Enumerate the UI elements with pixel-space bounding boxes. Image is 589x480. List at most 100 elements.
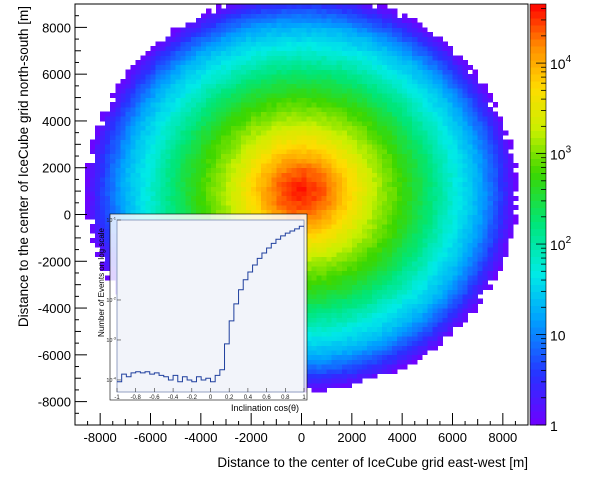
heatmap-cell [361,88,368,94]
heatmap-cell [135,134,141,141]
heatmap-cell [195,181,202,187]
heatmap-cell [422,195,428,201]
heatmap-cell [417,22,423,28]
heatmap-cell [155,50,161,56]
heatmap-cell [130,97,136,103]
heatmap-cell [251,106,257,112]
heatmap-cell [195,102,202,108]
heatmap-cell [336,279,343,286]
heatmap-cell [236,36,242,42]
heatmap-cell [397,64,403,70]
heatmap-cell [407,46,413,52]
heatmap-cell [336,191,343,197]
heatmap-cell [422,74,428,80]
heatmap-cell [311,308,317,314]
heatmap-cell [256,78,262,84]
heatmap-cell [417,106,423,112]
heatmap-cell [261,36,267,42]
heatmap-cell [241,27,247,33]
heatmap-cell [351,364,358,370]
heatmap-cell [145,60,151,66]
heatmap-cell [402,18,408,24]
heatmap-cell [422,209,428,215]
heatmap-cell [200,134,207,141]
heatmap-cell [296,22,302,28]
heatmap-cell [175,41,182,47]
heatmap-cell [377,200,383,206]
heatmap-cell [130,177,136,183]
heatmap-cell [226,158,232,164]
heatmap-cell [246,18,252,24]
heatmap-cell [180,55,187,61]
heatmap-cell [200,50,207,56]
heatmap-cell [140,74,146,80]
heatmap-cell [341,284,348,290]
heatmap-cell [110,153,116,159]
heatmap-cell [266,88,272,94]
heatmap-cell [150,144,156,150]
heatmap-cell [150,83,156,89]
heatmap-cell [326,18,333,24]
heatmap-cell [170,153,177,159]
heatmap-cell [392,158,398,164]
heatmap-cell [361,368,368,374]
heatmap-cell [382,331,388,337]
heatmap-cell [326,120,333,127]
heatmap-cell [366,233,373,239]
heatmap-cell [427,139,433,145]
heatmap-cell [90,167,96,173]
heatmap-cell [387,312,393,318]
heatmap-cell [397,214,403,220]
heatmap-cell [120,167,126,173]
heatmap-cell [155,172,161,178]
heatmap-cell [165,172,172,178]
heatmap-cell [266,60,272,66]
heatmap-cell [326,368,333,374]
heatmap-cell [296,83,302,89]
heatmap-cell [392,27,398,33]
heatmap-cell [407,50,413,56]
heatmap-cell [341,233,348,239]
heatmap-cell [432,116,438,122]
heatmap-cell [316,340,323,346]
heatmap-cell [150,74,156,80]
heatmap-cell [336,92,343,98]
heatmap-cell [407,312,413,318]
heatmap-cell [351,181,358,187]
heatmap-cell [336,120,343,127]
heatmap-cell [220,153,227,159]
heatmap-cell [150,46,156,52]
heatmap-cell [356,69,363,75]
heatmap-cell [296,97,302,103]
heatmap-cell [371,186,378,192]
heatmap-cell [397,312,403,318]
heatmap-cell [316,373,323,379]
heatmap-cell [95,200,101,206]
heatmap-cell [135,69,141,75]
heatmap-cell [341,134,348,141]
heatmap-cell [321,88,328,94]
heatmap-cell [210,74,217,80]
heatmap-cell [377,163,383,169]
heatmap-cell [205,163,212,169]
heatmap-cell [241,60,247,66]
heatmap-cell [301,8,307,14]
heatmap-cell [387,298,393,304]
heatmap-cell [286,195,292,201]
heatmap-cell [256,55,262,61]
heatmap-cell [422,205,428,211]
heatmap-cell [407,294,413,300]
heatmap-cell [256,200,262,206]
heatmap-cell [130,163,136,169]
heatmap-cell [417,83,423,89]
heatmap-cell [316,125,323,131]
heatmap-cell [382,4,388,10]
heatmap-cell [326,55,333,61]
heatmap-cell [336,186,343,192]
heatmap-cell [155,200,161,206]
heatmap-cell [336,312,343,318]
heatmap-cell [382,130,388,136]
heatmap-cell [336,270,343,276]
heatmap-cell [407,270,413,276]
heatmap-cell [266,125,272,131]
